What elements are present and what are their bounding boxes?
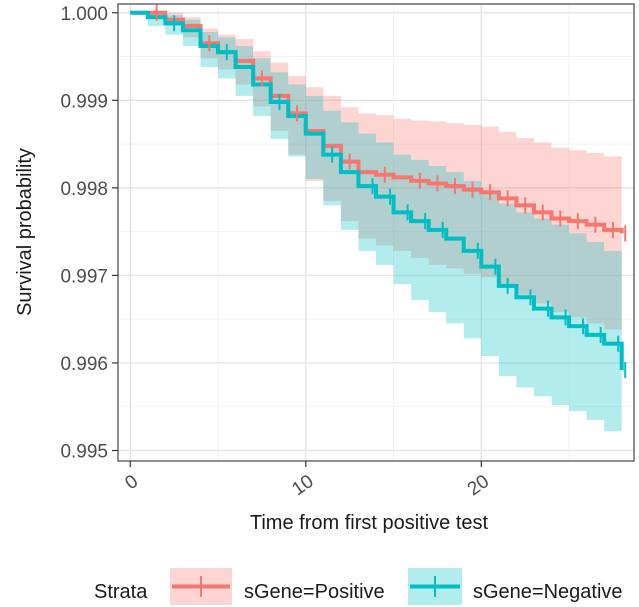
y-tick-label: 0.995 (60, 441, 108, 462)
y-tick-label: 0.999 (60, 91, 108, 112)
legend-key-positive (170, 568, 232, 605)
legend-key-negative (408, 568, 462, 605)
legend-title: Strata (94, 581, 148, 603)
y-tick-label: 0.998 (60, 179, 108, 200)
survival-line-sgene-negative (130, 10, 624, 370)
ci-band-sgene-negative (130, 12, 622, 432)
panel-border (117, 3, 635, 462)
y-tick-label: 1.000 (60, 4, 108, 25)
y-tick-label: 0.997 (60, 266, 108, 287)
y-axis-title: Survival probability (14, 148, 36, 316)
y-tick-label: 0.996 (60, 354, 108, 375)
censor-marks (155, 4, 627, 378)
legend: Strata sGene=Positive sGene=Negative (94, 568, 623, 605)
legend-label-negative: sGene=Negative (473, 581, 623, 603)
grid-minor (118, 4, 634, 461)
grid-major (118, 4, 634, 461)
y-axis: 0.995 0.996 0.997 0.998 0.999 1.000 (60, 4, 118, 462)
legend-label-positive: sGene=Positive (244, 581, 385, 603)
x-axis-title: Time from first positive test (250, 512, 489, 534)
